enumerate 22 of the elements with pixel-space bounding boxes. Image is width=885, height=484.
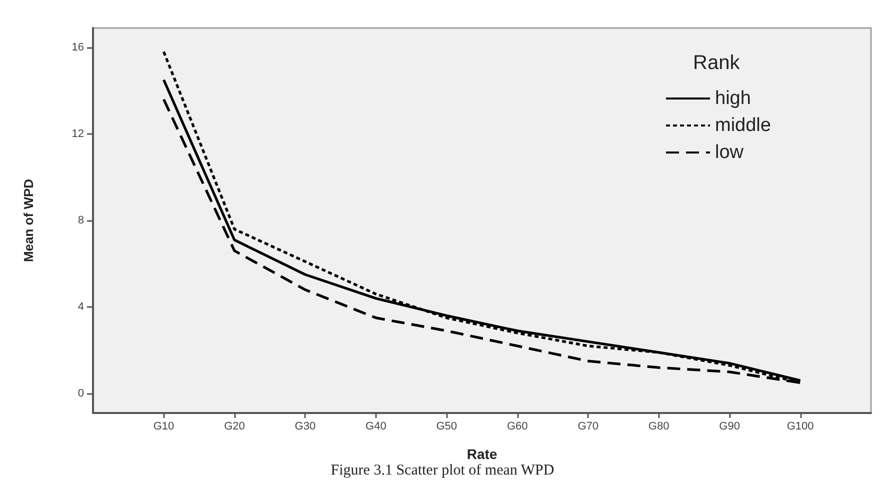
x-tick-label: G40 [366, 420, 386, 432]
y-tick-label: 8 [78, 214, 84, 226]
legend-label: middle [715, 115, 771, 136]
x-tick-label: G20 [224, 420, 245, 432]
x-tick-label: G90 [719, 420, 740, 432]
x-tick-label: G30 [294, 420, 316, 432]
y-axis-title: Mean of WPD [21, 178, 36, 262]
x-tick-label: G10 [153, 420, 174, 432]
caption: Figure 3.1 Scatter plot of mean WPD [330, 462, 554, 478]
y-tick-label: 16 [72, 41, 84, 54]
x-tick-label: G60 [506, 420, 528, 432]
y-tick-label: 4 [78, 301, 84, 314]
legend-label: low [715, 142, 744, 163]
x-tick-label: G70 [578, 420, 598, 432]
x-tick-label: G50 [436, 420, 458, 432]
x-tick-label: G80 [648, 420, 670, 432]
legend-label: high [715, 88, 751, 109]
y-tick-label: 0 [78, 388, 84, 400]
x-tick-label: G100 [786, 420, 814, 432]
y-tick-label: 12 [72, 128, 84, 140]
legend-title: Rank [693, 52, 741, 74]
x-axis-title: Rate [466, 446, 498, 462]
